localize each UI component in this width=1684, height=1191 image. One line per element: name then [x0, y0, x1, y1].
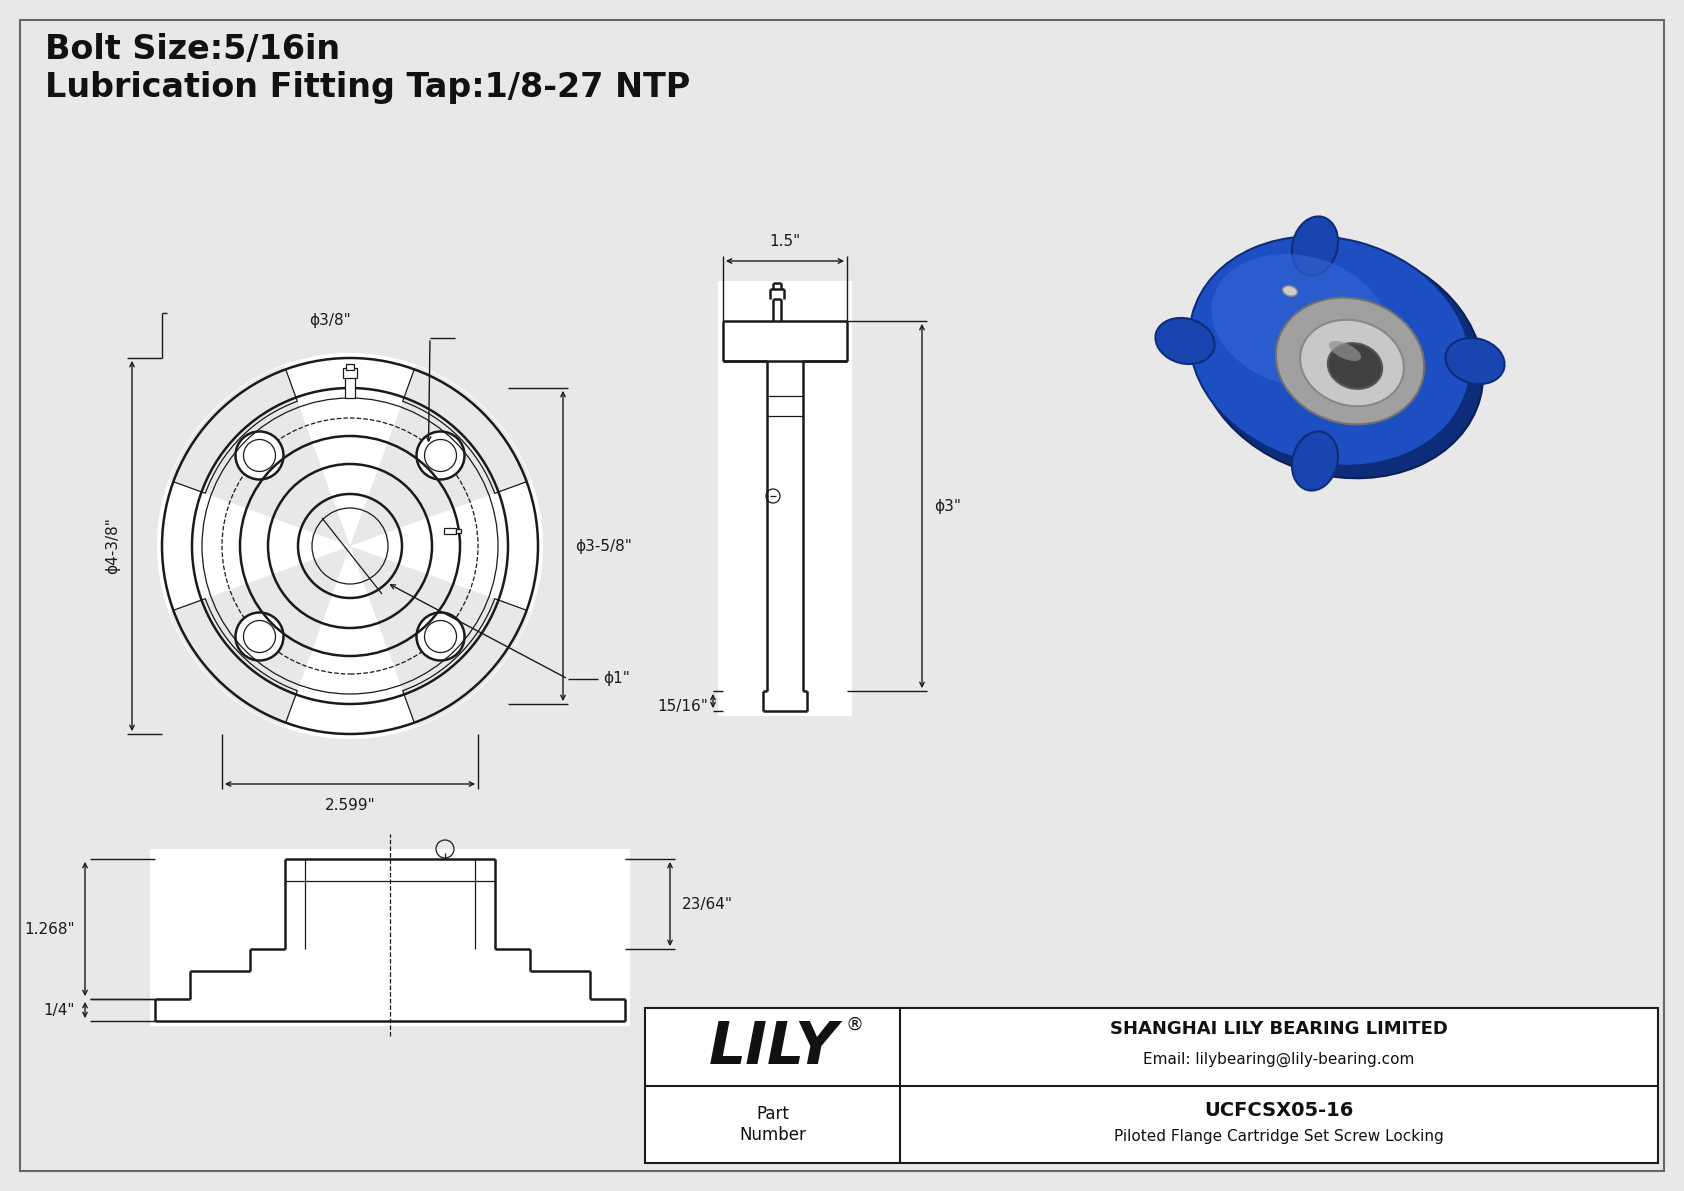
Wedge shape [350, 366, 530, 545]
Text: Bolt Size:5/16in: Bolt Size:5/16in [45, 33, 340, 66]
Bar [717, 281, 852, 716]
Circle shape [416, 612, 465, 661]
Circle shape [236, 612, 283, 661]
Wedge shape [173, 369, 298, 493]
Text: ϕ4-3/8": ϕ4-3/8" [104, 518, 120, 574]
Text: ϕ3": ϕ3" [935, 499, 962, 513]
Bar [456, 529, 461, 534]
Bar [645, 1008, 1659, 1162]
Ellipse shape [1292, 431, 1339, 491]
Wedge shape [350, 545, 530, 727]
Text: ϕ3-5/8": ϕ3-5/8" [574, 538, 632, 554]
Ellipse shape [1329, 341, 1361, 361]
Bar [445, 528, 456, 534]
Text: SHANGHAI LILY BEARING LIMITED: SHANGHAI LILY BEARING LIMITED [1110, 1019, 1448, 1039]
Text: ®: ® [845, 1016, 862, 1034]
FancyBboxPatch shape [344, 368, 357, 378]
Wedge shape [402, 599, 527, 723]
Text: 23/64": 23/64" [682, 897, 733, 911]
Text: UCFCSX05-16: UCFCSX05-16 [1204, 1100, 1354, 1120]
Bar [150, 849, 630, 1025]
Text: 1.5": 1.5" [770, 233, 800, 249]
Ellipse shape [1276, 298, 1425, 424]
Text: 15/16": 15/16" [657, 698, 707, 713]
Ellipse shape [1155, 318, 1214, 364]
Text: 1.268": 1.268" [24, 922, 76, 936]
Text: ϕ1": ϕ1" [603, 672, 630, 686]
Circle shape [236, 431, 283, 480]
Circle shape [416, 431, 465, 480]
Ellipse shape [1445, 338, 1504, 384]
Wedge shape [170, 366, 350, 545]
Text: Lubrication Fitting Tap:1/8-27 NTP: Lubrication Fitting Tap:1/8-27 NTP [45, 71, 690, 104]
Ellipse shape [1300, 319, 1404, 406]
Wedge shape [402, 369, 527, 493]
FancyBboxPatch shape [345, 364, 354, 370]
Wedge shape [173, 599, 298, 723]
Ellipse shape [1211, 254, 1389, 388]
Text: Piloted Flange Cartridge Set Screw Locking: Piloted Flange Cartridge Set Screw Locki… [1115, 1129, 1443, 1145]
Text: Email: lilybearing@lily-bearing.com: Email: lilybearing@lily-bearing.com [1143, 1052, 1415, 1067]
Text: LILY: LILY [709, 1018, 837, 1075]
FancyBboxPatch shape [345, 376, 355, 398]
Ellipse shape [1189, 236, 1470, 466]
Text: 2.599": 2.599" [325, 798, 376, 813]
Ellipse shape [1327, 343, 1383, 389]
Text: 1/4": 1/4" [44, 1003, 76, 1017]
Ellipse shape [1283, 286, 1297, 297]
Text: ϕ3/8": ϕ3/8" [310, 313, 350, 328]
Text: Part
Number: Part Number [739, 1105, 807, 1143]
Ellipse shape [1292, 217, 1339, 275]
Wedge shape [170, 545, 350, 727]
Circle shape [157, 353, 542, 738]
Ellipse shape [1197, 244, 1484, 479]
